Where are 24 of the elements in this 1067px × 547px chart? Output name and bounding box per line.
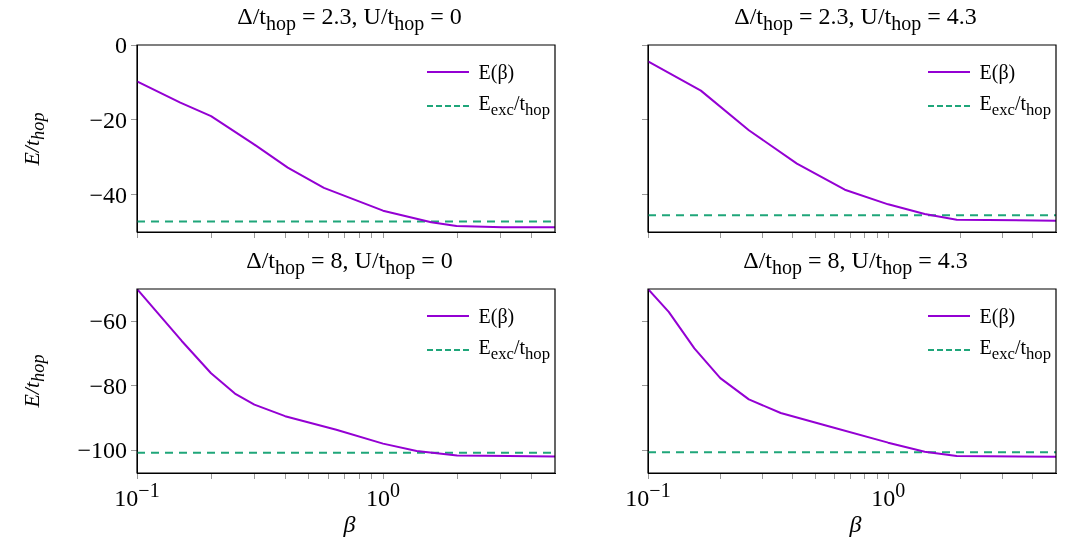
legend-label: E$_{exc}$/t$_{hop}$ (478, 336, 550, 364)
chart-title: Δ/t$_{hop}$ = 8, U/t$_{hop}$ = 4.3 (743, 247, 968, 279)
chart-title: Δ/t$_{hop}$ = 8, U/t$_{hop}$ = 0 (246, 247, 453, 279)
y-tick-label: −80 (89, 372, 127, 400)
legend-label: E(β) (478, 304, 515, 328)
chart-title: Δ/t$_{hop}$ = 2.3, U/t$_{hop}$ = 4.3 (734, 3, 977, 35)
legend-label: E(β) (979, 60, 1016, 84)
y-tick-label: −40 (89, 181, 127, 209)
legend-label: E(β) (478, 60, 515, 84)
legend-label: E$_{exc}$/t$_{hop}$ (979, 336, 1051, 364)
y-tick-label: −60 (89, 307, 127, 335)
legend-label: E$_{exc}$/t$_{hop}$ (979, 92, 1051, 120)
x-axis-title: β (343, 511, 356, 538)
y-tick-label: −20 (89, 106, 127, 134)
x-tick-label: 10$^{0}$ (366, 479, 401, 512)
x-axis-title: β (849, 511, 862, 538)
chart-title: Δ/t$_{hop}$ = 2.3, U/t$_{hop}$ = 0 (237, 3, 462, 35)
legend-label: E$_{exc}$/t$_{hop}$ (478, 92, 550, 120)
x-tick-label: 10$^{−1}$ (114, 479, 160, 512)
legend-label: E(β) (979, 304, 1016, 328)
x-tick-label: 10$^{0}$ (871, 479, 906, 512)
y-tick-label: 0 (115, 31, 127, 59)
y-tick-label: −100 (77, 436, 127, 464)
x-tick-label: 10$^{−1}$ (625, 479, 671, 512)
